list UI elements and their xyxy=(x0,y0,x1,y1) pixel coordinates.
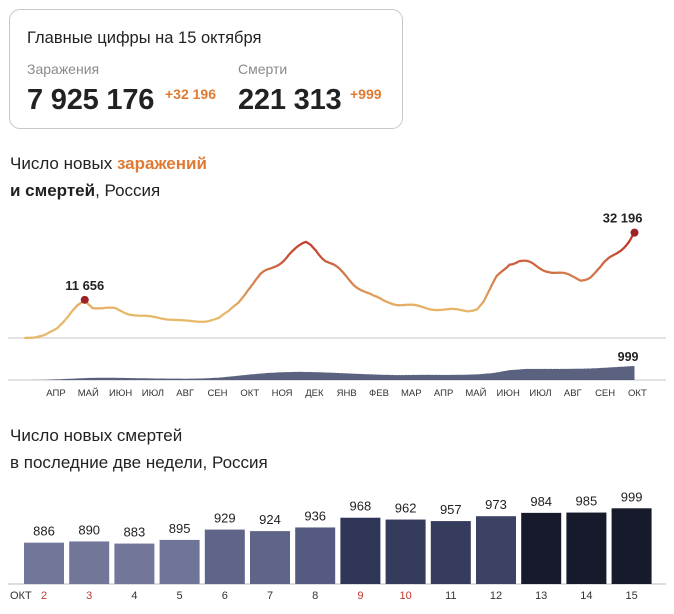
infections-peak-label: 11 656 xyxy=(65,278,104,293)
bar-day-8 xyxy=(295,527,336,584)
deaths-label: Смерти xyxy=(238,61,288,77)
bar-day-3 xyxy=(69,541,110,584)
month-tick-label: ЯНВ xyxy=(337,388,357,399)
month-tick-label: ИЮЛ xyxy=(142,388,164,399)
month-tick-label: НОЯ xyxy=(272,388,293,399)
month-tick-label: МАЙ xyxy=(78,387,99,399)
bar-heading-line2: в последние две недели, Россия xyxy=(10,453,268,472)
bar-day-14 xyxy=(566,512,607,584)
infections-peak-marker xyxy=(80,295,89,304)
month-tick-label: АПР xyxy=(46,388,65,399)
infections-line xyxy=(23,232,636,340)
deaths-value: 221 313 xyxy=(238,84,342,116)
month-tick-label: ФЕВ xyxy=(369,388,389,399)
bar-chart: 886 2 890 3 883 4 895 5 929 6 924 7 936 8 968 9 962 10 957… xyxy=(8,489,666,602)
bar-value-label: 886 xyxy=(33,524,55,539)
month-tick-label: ДЕК xyxy=(305,388,324,399)
bar-value-label: 957 xyxy=(440,502,462,517)
line-chart: 11 656 32 196 999 АПР МАЙ ИЮН ИЮЛ АВГ СЕН ОКТ НОЯ Д… xyxy=(8,211,666,399)
infections-delta: +32 196 xyxy=(165,86,216,102)
bar-value-label: 984 xyxy=(530,494,552,509)
bar-day-label: 4 xyxy=(131,590,137,602)
bar-day-10 xyxy=(385,519,426,584)
month-tick-label: ИЮН xyxy=(497,388,520,399)
deaths-delta: +999 xyxy=(350,86,382,102)
line-heading-prefix: Число новых xyxy=(10,154,117,173)
bar-day-label: 14 xyxy=(580,590,592,602)
bar-month-label: ОКТ xyxy=(10,590,32,602)
bar-day-2 xyxy=(24,542,64,584)
bar-value-label: 973 xyxy=(485,497,507,512)
bar-value-label: 936 xyxy=(304,508,326,523)
bar-day-6 xyxy=(204,529,245,584)
infections-peak-label: 32 196 xyxy=(603,211,643,226)
bar-day-15 xyxy=(611,508,652,584)
bar-day-label: 9 xyxy=(357,590,363,602)
bar-day-label: 10 xyxy=(399,590,411,602)
deaths-area xyxy=(25,366,635,380)
bar-value-label: 890 xyxy=(78,522,100,537)
bar-day-label: 7 xyxy=(267,590,273,602)
infections-value: 7 925 176 xyxy=(27,84,155,116)
bar-day-9 xyxy=(340,517,381,584)
bar-day-label: 13 xyxy=(535,590,547,602)
month-tick-label: МАР xyxy=(401,388,422,399)
bar-value-label: 883 xyxy=(124,525,146,540)
bar-day-11 xyxy=(430,521,471,584)
month-tick-label: АПР xyxy=(434,388,453,399)
bar-day-label: 11 xyxy=(445,590,456,602)
month-tick-label: АВГ xyxy=(176,388,194,399)
bar-value-label: 929 xyxy=(214,511,236,526)
bar-day-label: 12 xyxy=(490,590,502,602)
deaths-latest-label: 999 xyxy=(618,350,639,364)
bar-day-4 xyxy=(114,543,155,584)
bar-day-5 xyxy=(159,539,200,584)
bar-day-label: 3 xyxy=(86,590,92,602)
summary-card: Главные цифры на 15 октября Заражения 7 … xyxy=(9,9,403,129)
line-heading-country: , Россия xyxy=(95,181,161,200)
line-heading-infections: заражений xyxy=(116,154,207,173)
bar-day-7 xyxy=(250,531,290,584)
infections-label: Заражения xyxy=(27,61,100,77)
month-tick-label: СЕН xyxy=(207,388,227,399)
month-tick-label: ИЮН xyxy=(109,388,132,399)
bar-value-label: 924 xyxy=(259,512,281,527)
bar-chart-heading: Число новых смертей в последние две неде… xyxy=(10,422,268,476)
bar-day-label: 15 xyxy=(625,590,637,602)
bar-day-label: 6 xyxy=(222,590,228,602)
bar-value-label: 962 xyxy=(395,501,417,516)
month-tick-label: СЕН xyxy=(595,388,615,399)
bar-day-label: 8 xyxy=(312,590,318,602)
summary-title: Главные цифры на 15 октября xyxy=(27,29,262,47)
month-tick-label: АВГ xyxy=(564,388,582,399)
line-heading-deaths: и смертей xyxy=(10,181,96,200)
month-tick-label: ОКТ xyxy=(240,388,259,399)
month-tick-label: ИЮЛ xyxy=(529,388,551,399)
bar-heading-line1: Число новых смертей xyxy=(10,426,183,445)
month-tick-label: МАЙ xyxy=(465,387,486,399)
bar-day-13 xyxy=(521,512,562,584)
bar-day-label: 5 xyxy=(177,590,183,602)
infections-peak-marker xyxy=(630,228,639,237)
month-tick-label: ОКТ xyxy=(628,388,647,399)
line-chart-heading: Число новых заражений и смертей, Россия xyxy=(10,150,207,204)
bar-day-12 xyxy=(476,516,516,584)
bar-value-label: 895 xyxy=(169,521,191,536)
bar-value-label: 999 xyxy=(621,489,643,504)
bar-value-label: 968 xyxy=(350,499,372,514)
bar-value-label: 985 xyxy=(576,494,598,509)
bar-day-label: 2 xyxy=(41,590,47,602)
